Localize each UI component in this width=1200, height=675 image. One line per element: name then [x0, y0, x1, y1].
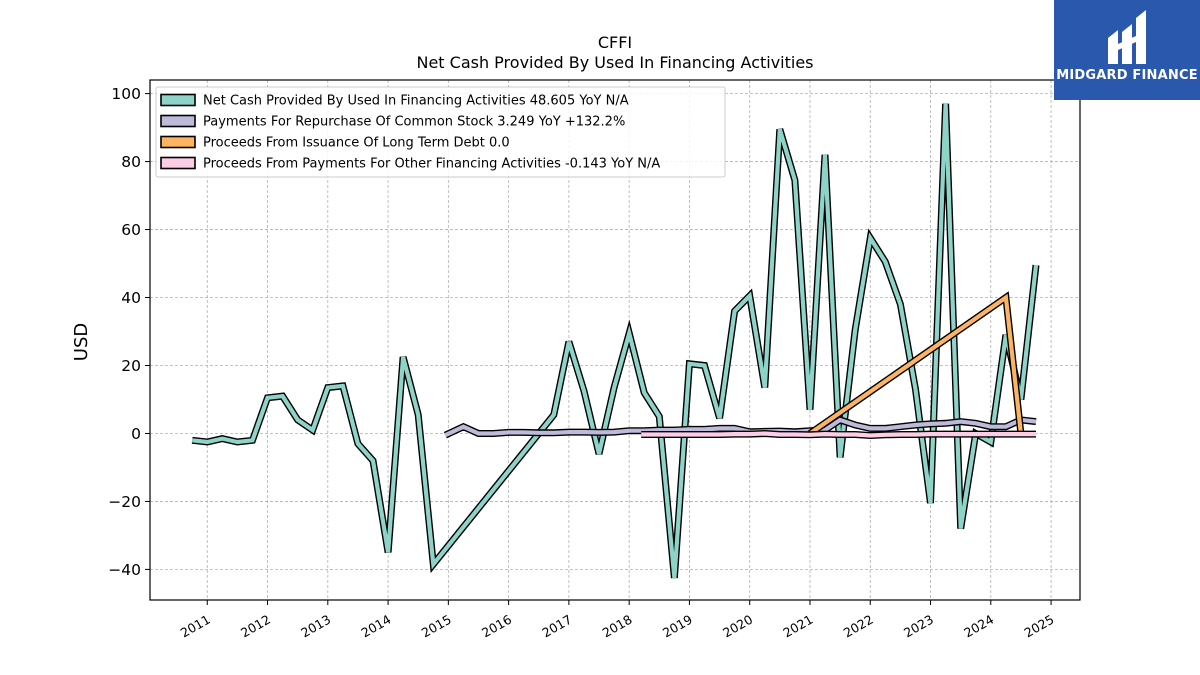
x-tick-label: 2021: [780, 612, 815, 641]
legend-swatch-1: [160, 114, 196, 128]
series-line-2: [808, 293, 1023, 436]
legend-swatch-2: [160, 135, 196, 149]
plot-frame: [149, 79, 1081, 601]
series-group: [191, 103, 1040, 579]
x-tick-label: 2015: [419, 612, 454, 641]
series-line-1: [444, 417, 1037, 438]
x-tick-label: 2023: [901, 612, 936, 641]
y-tick-label: 40: [121, 289, 141, 307]
x-tick-label: 2025: [1022, 612, 1057, 641]
legend-box: [155, 86, 726, 178]
series-line-3: [641, 431, 1036, 438]
legend-label-2: Proceeds From Issuance Of Long Term Debt…: [203, 136, 510, 151]
x-tick-label: 2016: [479, 612, 514, 641]
x-tick-label: 2012: [238, 612, 273, 641]
x-tick-label: 2019: [660, 612, 695, 641]
x-tick-label: 2011: [178, 612, 213, 641]
x-tick-label: 2013: [298, 612, 333, 641]
y-tick-label: 80: [121, 153, 141, 171]
x-tick-label: 2024: [961, 612, 996, 641]
x-tick-label: 2017: [539, 612, 574, 641]
legend-label-3: Proceeds From Payments For Other Financi…: [203, 157, 660, 172]
y-axis-label: USD: [71, 323, 92, 361]
legend-label-0: Net Cash Provided By Used In Financing A…: [203, 94, 629, 109]
y-tick-label: −20: [108, 493, 141, 511]
legend-swatch-3: [160, 156, 196, 170]
legend-swatch-0: [160, 93, 196, 107]
y-tick-label: 0: [131, 425, 141, 443]
chart-subtitle: Net Cash Provided By Used In Financing A…: [416, 53, 813, 72]
x-tick-label: 2018: [600, 612, 635, 641]
y-tick-label: 60: [121, 221, 141, 239]
brand-logo: MIDGARD FINANCE: [1054, 0, 1200, 100]
legend: Net Cash Provided By Used In Financing A…: [155, 86, 726, 178]
legend-label-1: Payments For Repurchase Of Common Stock …: [203, 115, 625, 130]
y-tick-label: 20: [121, 357, 141, 375]
y-axis: −40 −20 0 20 40 60 80 100: [108, 85, 150, 579]
x-tick-label: 2020: [720, 612, 755, 641]
chart-title: CFFI: [598, 33, 632, 52]
brand-name: MIDGARD FINANCE: [1056, 68, 1198, 83]
x-axis: 2011 2012 2013 2014 2015 2016 2017 2018 2019 2020…: [178, 600, 1057, 641]
y-tick-label: −40: [108, 561, 141, 579]
series-line-0: [191, 103, 1039, 579]
y-tick-label: 100: [111, 85, 141, 103]
x-tick-label: 2022: [841, 612, 876, 641]
x-tick-label: 2014: [359, 612, 394, 641]
brand-mark-icon: [1108, 10, 1146, 64]
